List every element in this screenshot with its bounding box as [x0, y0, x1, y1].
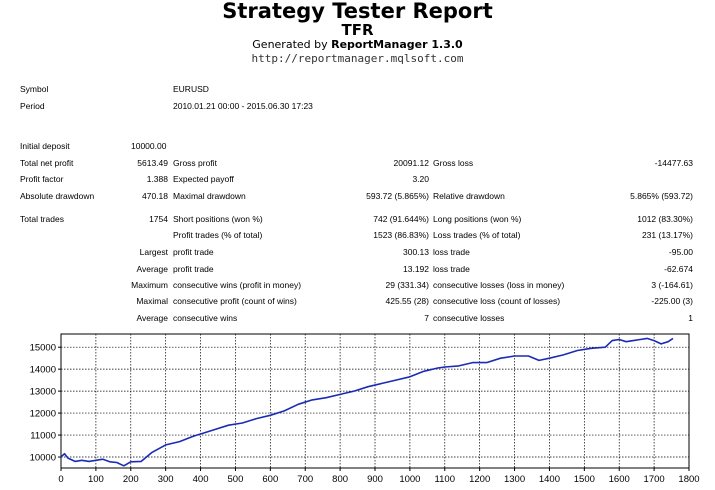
loss-trades-value: 231 (13.17%) — [641, 230, 693, 240]
maximal-consec-profit-value: 425.55 (28) — [385, 296, 429, 306]
initial-deposit-label: Initial deposit — [20, 141, 70, 151]
report-subtitle: TFR — [341, 21, 374, 39]
long-positions-label: Long positions (won %) — [433, 214, 522, 224]
y-tick-label: 11000 — [30, 431, 56, 442]
max-consec-losses-label: consecutive losses (loss in money) — [433, 280, 565, 290]
x-tick-label: 600 — [262, 474, 278, 485]
largest-label: Largest — [139, 247, 168, 257]
maximal-consec-loss-label: consecutive loss (count of losses) — [433, 296, 561, 306]
profit-factor-value: 1.388 — [146, 174, 168, 184]
relative-drawdown-value: 5.865% (593.72) — [630, 191, 693, 201]
largest-profit-label: profit trade — [173, 247, 214, 257]
average-loss-label: loss trade — [433, 264, 470, 274]
maximum-label: Maximum — [131, 280, 168, 290]
report-header: Strategy Tester Report TFR Generated by … — [0, 0, 715, 65]
profit-trades-value: 1523 (86.83%) — [373, 230, 429, 240]
x-tick-label: 1600 — [609, 474, 630, 485]
gross-profit-value: 20091.12 — [393, 158, 429, 168]
max-consec-wins-value: 29 (331.34) — [385, 280, 429, 290]
x-tick-label: 1200 — [469, 474, 490, 485]
maximal-consec-profit-label: consecutive profit (count of wins) — [173, 296, 297, 306]
average-loss-value: -62.674 — [664, 264, 693, 274]
x-tick-label: 700 — [297, 474, 313, 485]
total-net-profit-value: 5613.49 — [137, 158, 168, 168]
generated-by: Generated by ReportManager 1.3.0 — [0, 38, 715, 52]
x-tick-label: 200 — [123, 474, 139, 485]
max-consec-losses-value: 3 (-164.61) — [651, 280, 693, 290]
max-consec-wins-label: consecutive wins (profit in money) — [173, 280, 302, 290]
report-url[interactable]: http://reportmanager.mqlsoft.com — [251, 52, 464, 65]
y-tick-label: 13000 — [30, 387, 56, 398]
total-trades-label: Total trades — [20, 214, 64, 224]
loss-trades-label: Loss trades (% of total) — [433, 230, 521, 240]
x-tick-label: 1100 — [435, 474, 455, 485]
x-tick-label: 300 — [158, 474, 174, 485]
balance-series-line — [60, 337, 674, 467]
short-positions-value: 742 (91.644%) — [373, 214, 429, 224]
relative-drawdown-label: Relative drawdown — [433, 191, 505, 201]
maximal-consec-loss-value: -225.00 (3) — [651, 296, 693, 306]
average-label: Average — [136, 264, 168, 274]
x-tick-label: 1400 — [539, 474, 560, 485]
period-value: 2010.01.21 00:00 - 2015.06.30 17:23 — [173, 101, 313, 111]
report-title: Strategy Tester Report — [222, 0, 493, 23]
x-tick-label: 400 — [193, 474, 209, 485]
total-trades-value: 1754 — [149, 214, 168, 224]
x-tick-label: 1300 — [504, 474, 525, 485]
x-tick-label: 0 — [58, 474, 63, 485]
y-tick-label: 12000 — [30, 409, 56, 420]
x-tick-label: 1500 — [574, 474, 595, 485]
x-tick-label: 1800 — [678, 474, 699, 485]
x-tick-label: 1700 — [644, 474, 665, 485]
profit-trades-label: Profit trades (% of total) — [173, 230, 263, 240]
total-net-profit-label: Total net profit — [20, 158, 74, 168]
avg-consec-label: Average — [136, 313, 168, 323]
x-tick-label: 100 — [88, 474, 104, 485]
symbol-label: Symbol — [20, 84, 49, 94]
maximal-drawdown-label: Maximal drawdown — [173, 191, 246, 201]
profit-factor-label: Profit factor — [20, 174, 64, 184]
gross-profit-label: Gross profit — [173, 158, 217, 168]
symbol-value: EURUSD — [173, 84, 209, 94]
expected-payoff-label: Expected payoff — [173, 174, 234, 184]
balance-chart: 0 100 200 300 400 500 600 700 800 900 1000 1100 1200… — [30, 333, 700, 485]
x-tick-label: 500 — [228, 474, 244, 485]
avg-consec-wins-value: 7 — [424, 313, 429, 323]
x-tick-label: 1000 — [399, 474, 420, 485]
maximal-label: Maximal — [136, 296, 168, 306]
y-tick-label: 15000 — [30, 343, 56, 354]
gross-loss-label: Gross loss — [433, 158, 474, 168]
expected-payoff-value: 3.20 — [412, 174, 429, 184]
avg-consec-wins-label: consecutive wins — [173, 313, 238, 323]
largest-loss-label: loss trade — [433, 247, 470, 257]
avg-consec-losses-value: 1 — [688, 313, 693, 323]
largest-profit-value: 300.13 — [403, 247, 429, 257]
average-profit-label: profit trade — [173, 264, 214, 274]
x-tick-label: 800 — [332, 474, 348, 485]
average-profit-value: 13.192 — [403, 264, 429, 274]
period-label: Period — [20, 101, 45, 111]
y-tick-label: 10000 — [30, 453, 56, 464]
largest-loss-value: -95.00 — [668, 247, 693, 257]
absolute-drawdown-label: Absolute drawdown — [20, 191, 95, 201]
gross-loss-value: -14477.63 — [654, 158, 693, 168]
maximal-drawdown-value: 593.72 (5.865%) — [366, 191, 429, 201]
initial-deposit-value: 10000.00 — [131, 141, 167, 151]
absolute-drawdown-value: 470.18 — [142, 191, 168, 201]
avg-consec-losses-label: consecutive losses — [433, 313, 505, 323]
generated-tool: ReportManager 1.3.0 — [331, 38, 463, 51]
long-positions-value: 1012 (83.30%) — [637, 214, 693, 224]
short-positions-label: Short positions (won %) — [173, 214, 263, 224]
generated-prefix: Generated by — [252, 38, 332, 51]
x-tick-label: 900 — [367, 474, 383, 485]
y-tick-label: 14000 — [30, 365, 56, 376]
